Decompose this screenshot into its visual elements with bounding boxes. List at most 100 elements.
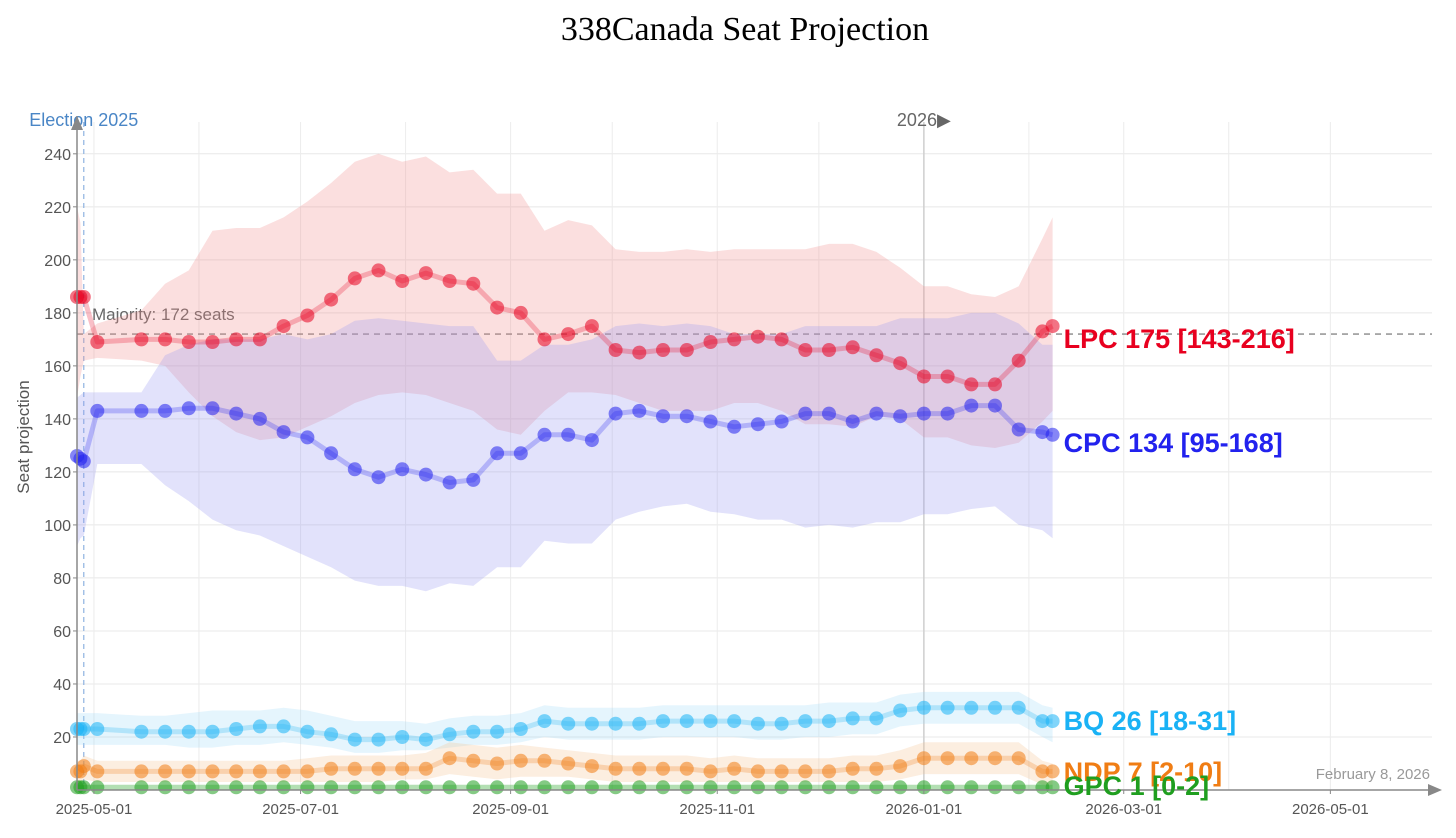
point-cpc	[561, 427, 576, 442]
x-tick-label: 2025-05-01	[56, 801, 133, 818]
point-gpc	[300, 780, 315, 795]
point-ndp	[584, 759, 599, 774]
x-axis-arrow	[1428, 784, 1442, 796]
point-ndp	[418, 761, 433, 776]
point-bq	[1045, 714, 1060, 729]
point-lpc	[537, 332, 552, 347]
y-tick-label: 160	[44, 359, 71, 376]
point-cpc	[181, 401, 196, 416]
point-bq	[750, 716, 765, 731]
point-lpc	[371, 263, 386, 278]
point-bq	[656, 714, 670, 729]
point-ndp	[466, 753, 481, 768]
point-ndp	[774, 764, 789, 779]
point-bq	[561, 716, 576, 731]
point-bq	[774, 716, 789, 731]
point-cpc	[395, 462, 410, 477]
point-bq	[608, 716, 623, 731]
point-cpc	[893, 409, 908, 424]
end-label-cpc: CPC 134 [95-168]	[1064, 428, 1283, 458]
point-ndp	[798, 764, 813, 779]
point-ndp	[893, 759, 908, 774]
point-lpc	[916, 369, 931, 384]
point-lpc	[561, 327, 576, 342]
point-ndp	[76, 759, 91, 774]
point-ndp	[1045, 764, 1060, 779]
point-bq	[845, 711, 860, 726]
point-ndp	[940, 751, 955, 766]
point-lpc	[679, 343, 694, 357]
y-axis-label: Seat projection	[14, 380, 33, 493]
band-lpc	[77, 153, 1053, 449]
point-bq	[418, 732, 433, 747]
point-cpc	[347, 462, 362, 477]
point-ndp	[442, 751, 457, 766]
point-cpc	[1045, 427, 1060, 442]
point-bq	[490, 724, 505, 739]
y-tick-label: 40	[53, 677, 71, 694]
point-ndp	[324, 761, 339, 776]
point-lpc	[608, 343, 623, 357]
point-lpc	[940, 369, 955, 384]
y-tick-label: 240	[44, 147, 71, 164]
point-cpc	[845, 414, 860, 429]
point-lpc	[442, 274, 457, 288]
point-bq	[76, 722, 91, 736]
point-gpc	[276, 780, 291, 795]
point-cpc	[869, 406, 884, 421]
point-gpc	[916, 780, 931, 795]
point-bq	[988, 700, 1002, 715]
point-lpc	[276, 319, 291, 334]
point-bq	[822, 714, 836, 729]
point-ndp	[561, 756, 576, 771]
point-bq	[371, 732, 386, 747]
x-tick-label: 2026-05-01	[1292, 801, 1369, 818]
point-gpc	[442, 780, 457, 795]
point-gpc	[561, 780, 576, 795]
point-ndp	[490, 756, 505, 771]
point-bq	[347, 732, 362, 747]
point-ndp	[158, 764, 173, 779]
y-tick-label: 200	[44, 253, 71, 270]
point-ndp	[300, 764, 315, 779]
point-cpc	[513, 446, 528, 461]
point-gpc	[395, 780, 410, 795]
point-ndp	[90, 764, 105, 779]
point-bq	[1035, 714, 1050, 729]
point-cpc	[90, 403, 105, 418]
point-cpc	[158, 403, 173, 418]
point-lpc	[822, 343, 836, 357]
point-gpc	[252, 780, 267, 795]
y-tick-label: 60	[53, 624, 71, 641]
point-ndp	[679, 761, 694, 776]
end-label-bq: BQ 26 [18-31]	[1064, 706, 1237, 736]
point-bq	[916, 700, 931, 715]
point-lpc	[347, 271, 362, 286]
point-bq	[205, 724, 220, 739]
point-bq	[90, 722, 105, 736]
point-lpc	[205, 335, 220, 349]
point-cpc	[276, 425, 291, 440]
grid-lines	[77, 122, 1432, 790]
point-lpc	[90, 335, 105, 349]
point-cpc	[656, 409, 670, 424]
end-label-gpc: GPC 1 [0-2]	[1064, 771, 1210, 801]
point-ndp	[1035, 764, 1050, 779]
point-ndp	[134, 764, 149, 779]
y-tick-label: 140	[44, 412, 71, 429]
point-bq	[940, 700, 955, 715]
point-gpc	[537, 780, 552, 795]
point-gpc	[656, 780, 670, 795]
point-cpc	[300, 430, 315, 445]
point-bq	[893, 703, 908, 718]
point-bq	[513, 722, 528, 736]
point-cpc	[964, 398, 979, 413]
point-cpc	[466, 472, 481, 487]
point-bq	[442, 727, 457, 742]
point-gpc	[822, 780, 836, 795]
point-bq	[798, 714, 813, 729]
point-lpc	[300, 308, 315, 323]
point-cpc	[940, 406, 955, 421]
point-ndp	[727, 761, 742, 776]
point-ndp	[395, 761, 410, 776]
